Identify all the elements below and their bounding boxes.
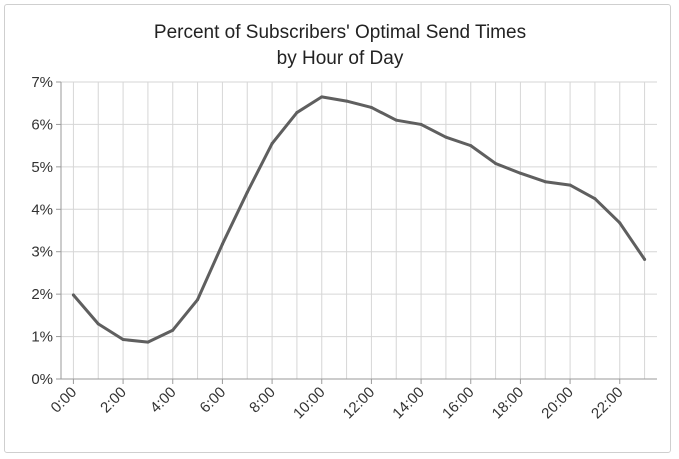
chart-frame <box>4 4 671 453</box>
axes <box>56 81 657 384</box>
x-tick-label-9: 18:00 <box>489 384 528 423</box>
x-tick-label-0: 0:00 <box>48 384 81 417</box>
tick-labels: 0% 1% 2% 3% 4% 5% 6% 7% 0:00 2:00 4:00 6:00 8:00 10:0… <box>31 74 626 422</box>
data-point-0-20 <box>568 183 572 187</box>
data-point-0-18 <box>518 171 522 175</box>
data-point-0-0 <box>71 293 75 297</box>
x-tick-label-7: 14:00 <box>389 384 428 423</box>
data-point-0-14 <box>419 122 423 126</box>
y-tick-label-3: 3% <box>31 244 53 261</box>
y-tick-label-5: 5% <box>31 159 53 176</box>
x-tick-label-2: 4:00 <box>147 384 180 417</box>
y-tick-label-0: 0% <box>31 371 53 388</box>
x-tick-label-1: 2:00 <box>97 384 130 417</box>
data-point-0-16 <box>469 144 473 148</box>
data-point-0-9 <box>295 111 299 115</box>
data-point-0-5 <box>196 298 200 302</box>
x-tick-label-8: 16:00 <box>439 384 478 423</box>
chart-title-line-1: Percent of Subscribers' Optimal Send Tim… <box>154 22 526 43</box>
x-tick-label-11: 22:00 <box>588 384 627 423</box>
data-point-0-2 <box>121 338 125 342</box>
data-point-0-21 <box>593 197 597 201</box>
series-line-0 <box>71 95 647 344</box>
data-point-0-17 <box>494 161 498 165</box>
x-tick-label-3: 6:00 <box>197 384 230 417</box>
data-point-0-11 <box>345 99 349 103</box>
y-tick-label-1: 1% <box>31 329 53 346</box>
x-tick-label-10: 20:00 <box>538 384 577 423</box>
y-tick-label-2: 2% <box>31 286 53 303</box>
data-point-0-6 <box>220 242 224 246</box>
data-point-0-1 <box>96 322 100 326</box>
series-layer <box>71 95 647 344</box>
data-point-0-10 <box>320 95 324 99</box>
data-point-0-12 <box>369 105 373 109</box>
data-point-0-22 <box>618 221 622 225</box>
y-tick-label-4: 4% <box>31 201 53 218</box>
data-point-0-7 <box>245 190 249 194</box>
data-point-0-19 <box>543 180 547 184</box>
y-tick-label-7: 7% <box>31 74 53 91</box>
x-tick-label-5: 10:00 <box>290 384 329 423</box>
data-point-0-23 <box>643 257 647 261</box>
y-tick-label-6: 6% <box>31 116 53 133</box>
data-point-0-8 <box>270 142 274 146</box>
x-tick-label-4: 8:00 <box>246 384 279 417</box>
data-point-0-4 <box>171 328 175 332</box>
chart-title-line-2: by Hour of Day <box>277 48 404 69</box>
data-point-0-13 <box>394 118 398 122</box>
data-point-0-15 <box>444 135 448 139</box>
data-point-0-3 <box>146 340 150 344</box>
x-tick-label-6: 12:00 <box>340 384 379 423</box>
grid <box>61 81 657 379</box>
